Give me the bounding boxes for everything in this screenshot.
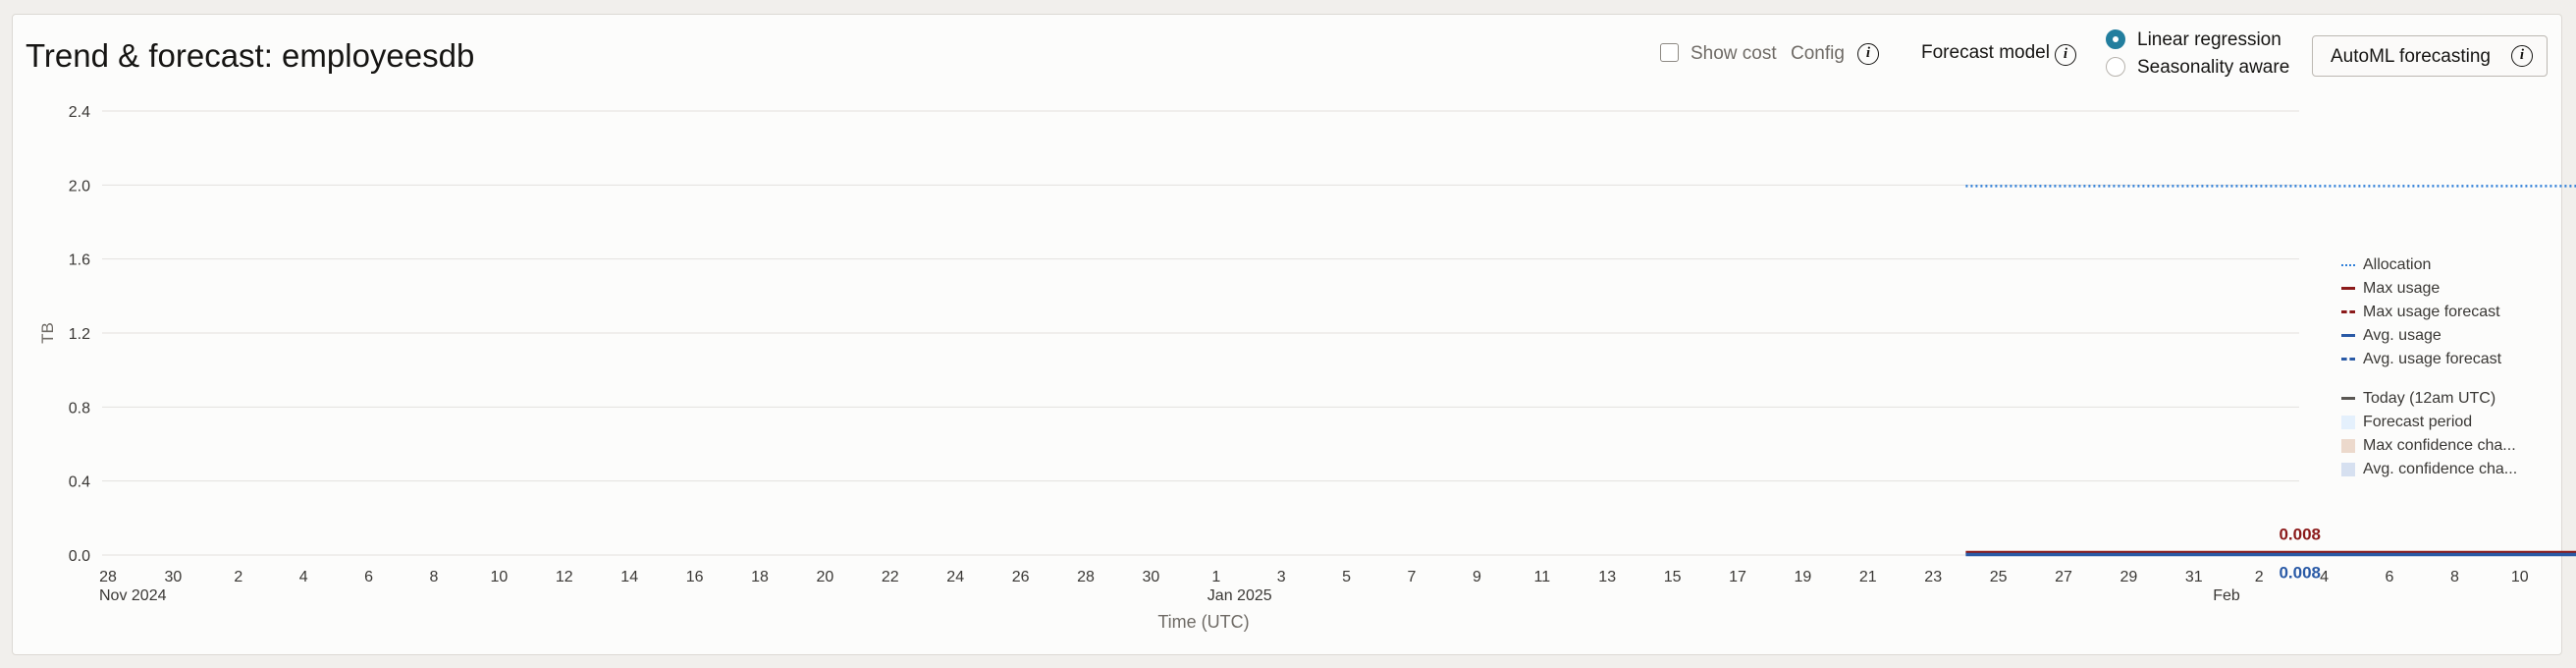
x-tick-label: 25 xyxy=(1990,569,2008,585)
x-tick-label: 18 xyxy=(751,569,769,585)
x-tick-label: 6 xyxy=(2386,569,2394,585)
legend-swatch xyxy=(2341,310,2355,313)
end-value-label: 0.008 xyxy=(2279,563,2321,582)
end-value-label: 0.008 xyxy=(2279,525,2321,543)
x-tick-label: 30 xyxy=(1143,569,1160,585)
y-tick-label: 1.2 xyxy=(69,326,90,343)
legend-item: Today (12am UTC) xyxy=(2341,389,2528,413)
x-tick-label: 28 xyxy=(1077,569,1095,585)
legend-label: Max confidence cha... xyxy=(2363,437,2516,454)
legend-label: Max usage forecast xyxy=(2363,304,2500,320)
x-tick-label: 5 xyxy=(1342,569,1351,585)
x-tick-label: 10 xyxy=(2511,569,2529,585)
legend-swatch xyxy=(2341,416,2355,429)
y-tick-label: 2.4 xyxy=(69,104,90,121)
x-tick-label: 3 xyxy=(1277,569,1286,585)
x-tick-label: 29 xyxy=(2120,569,2138,585)
legend-swatch xyxy=(2341,334,2355,337)
legend-label: Avg. usage forecast xyxy=(2363,351,2502,367)
x-tick-label: 16 xyxy=(686,569,704,585)
legend-label: Forecast period xyxy=(2363,414,2473,430)
chart-legend: Allocation Max usage Max usage forecast Avg… xyxy=(2341,255,2528,483)
y-tick-label: 1.6 xyxy=(69,252,90,269)
x-month-label: Feb xyxy=(2213,587,2240,604)
automl-info-icon: i xyxy=(2511,45,2533,67)
x-tick-label: 26 xyxy=(1012,569,1030,585)
automl-forecasting-label: AutoML forecasting xyxy=(2331,46,2491,67)
x-tick-label: 13 xyxy=(1598,569,1616,585)
x-tick-label: 7 xyxy=(1408,569,1417,585)
legend-gap xyxy=(2341,373,2528,389)
x-tick-label: 30 xyxy=(165,569,183,585)
legend-label: Max usage xyxy=(2363,280,2441,297)
legend-item: Avg. confidence cha... xyxy=(2341,460,2528,483)
x-tick-label: 19 xyxy=(1795,569,1812,585)
x-tick-label: 4 xyxy=(299,569,308,585)
automl-forecasting-button[interactable]: AutoML forecasting i xyxy=(2312,35,2548,77)
y-axis-label: TB xyxy=(38,322,57,344)
y-tick-label: 0.8 xyxy=(69,400,90,417)
seasonality-aware-label[interactable]: Seasonality aware xyxy=(2137,57,2290,78)
x-tick-label: 9 xyxy=(1473,569,1481,585)
page-title: Trend & forecast: employeesdb xyxy=(26,37,475,74)
x-tick-label: 12 xyxy=(556,569,573,585)
show-cost-label[interactable]: Show cost xyxy=(1690,43,1777,64)
legend-item: Max usage xyxy=(2341,279,2528,303)
x-tick-label: 21 xyxy=(1859,569,1877,585)
legend-swatch xyxy=(2341,287,2355,290)
x-tick-label: 28 xyxy=(99,569,117,585)
x-tick-label: 24 xyxy=(946,569,964,585)
forecast-model-info-icon[interactable]: i xyxy=(2055,44,2076,66)
x-tick-label: 1 xyxy=(1211,569,1220,585)
forecast-model-label: Forecast model xyxy=(1921,42,2050,63)
legend-item: Forecast period xyxy=(2341,413,2528,436)
x-month-label: Jan 2025 xyxy=(1208,587,1272,604)
legend-label: Allocation xyxy=(2363,256,2432,273)
legend-label: Today (12am UTC) xyxy=(2363,390,2496,407)
legend-label: Avg. usage xyxy=(2363,327,2442,344)
x-tick-label: 8 xyxy=(430,569,439,585)
show-cost-checkbox[interactable] xyxy=(1660,43,1679,62)
x-tick-label: 23 xyxy=(1924,569,1942,585)
x-tick-label: 8 xyxy=(2450,569,2459,585)
config-info-icon[interactable]: i xyxy=(1857,43,1879,65)
legend-item: Avg. usage forecast xyxy=(2341,350,2528,373)
legend-item: Avg. usage xyxy=(2341,326,2528,350)
x-tick-label: 14 xyxy=(620,569,638,585)
legend-swatch xyxy=(2341,439,2355,453)
legend-label: Avg. confidence cha... xyxy=(2363,461,2518,477)
legend-swatch xyxy=(2341,358,2355,361)
legend-swatch xyxy=(2341,397,2355,400)
x-tick-label: 6 xyxy=(364,569,373,585)
x-tick-label: 2 xyxy=(234,569,242,585)
x-tick-label: 15 xyxy=(1664,569,1682,585)
legend-swatch xyxy=(2341,264,2355,266)
x-tick-label: 4 xyxy=(2320,569,2329,585)
legend-item: Max confidence cha... xyxy=(2341,436,2528,460)
x-tick-label: 10 xyxy=(491,569,509,585)
x-month-label: Nov 2024 xyxy=(99,587,167,604)
config-label[interactable]: Config xyxy=(1791,43,1845,64)
y-tick-label: 0.4 xyxy=(69,474,90,491)
x-tick-label: 31 xyxy=(2185,569,2203,585)
x-tick-label: 2 xyxy=(2255,569,2264,585)
linear-regression-radio[interactable] xyxy=(2106,29,2125,49)
trend-forecast-card xyxy=(12,14,2562,655)
seasonality-aware-radio[interactable] xyxy=(2106,57,2125,77)
x-tick-label: 22 xyxy=(882,569,899,585)
x-tick-label: 20 xyxy=(817,569,834,585)
legend-swatch xyxy=(2341,463,2355,476)
x-axis-label: Time (UTC) xyxy=(1157,612,1249,632)
y-tick-label: 0.0 xyxy=(69,548,90,565)
legend-item: Max usage forecast xyxy=(2341,303,2528,326)
x-tick-label: 11 xyxy=(1533,569,1550,585)
linear-regression-label[interactable]: Linear regression xyxy=(2137,29,2281,50)
y-tick-label: 2.0 xyxy=(69,178,90,195)
x-tick-label: 27 xyxy=(2055,569,2072,585)
x-tick-label: 17 xyxy=(1729,569,1746,585)
legend-item: Allocation xyxy=(2341,255,2528,279)
